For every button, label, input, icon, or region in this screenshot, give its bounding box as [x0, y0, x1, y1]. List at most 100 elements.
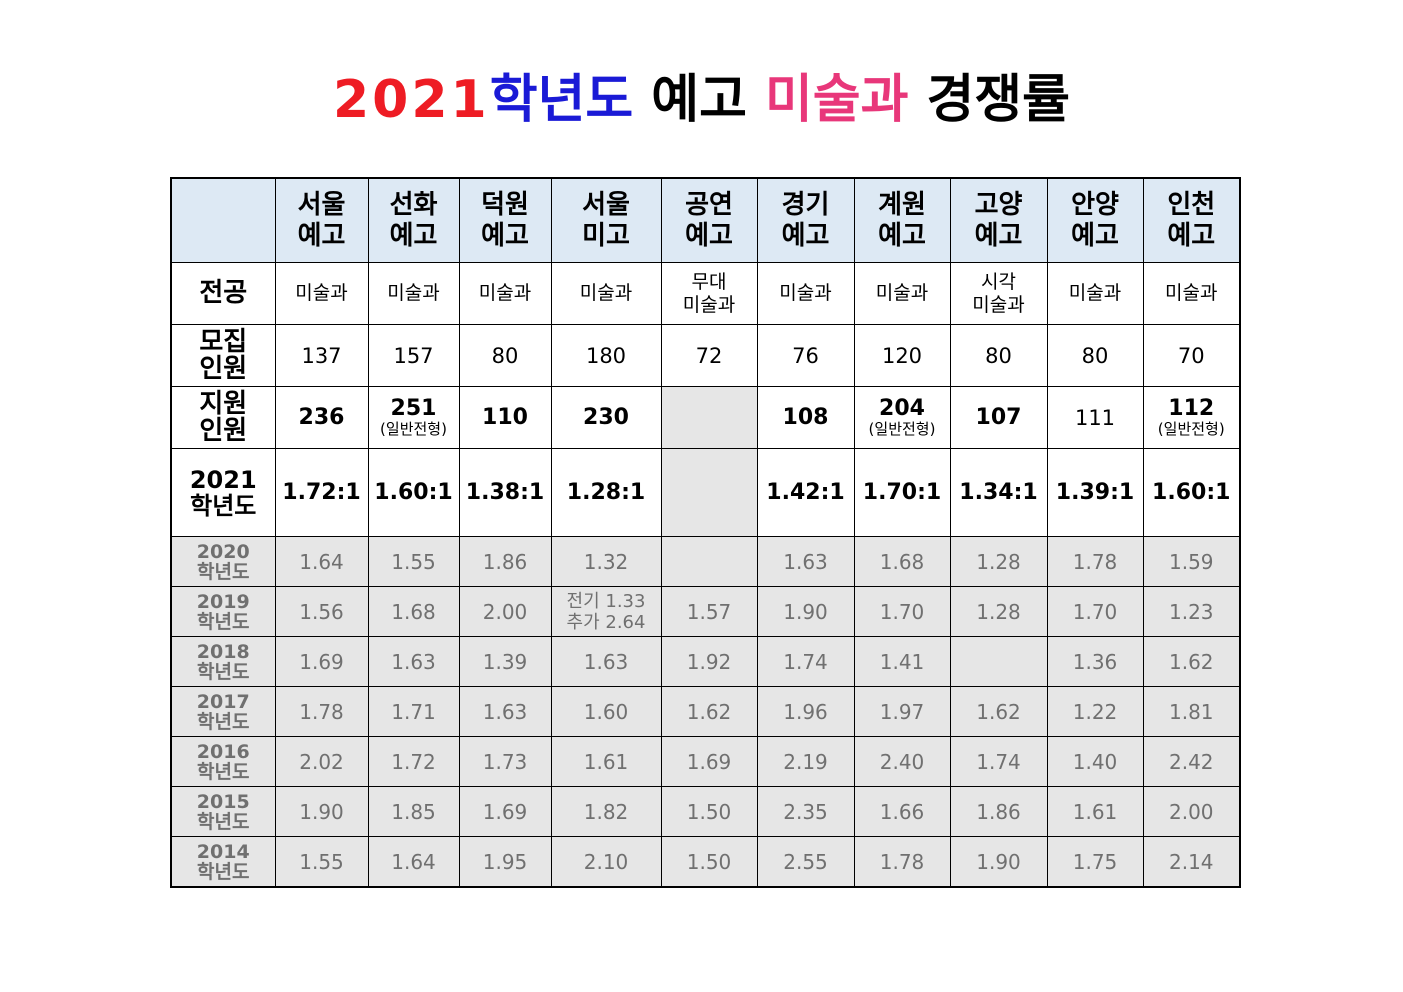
past-year-label: 2017 학년도 — [170, 686, 276, 737]
past-rate-cell: 1.63 — [367, 636, 460, 687]
past-rate-cell: 1.70 — [1046, 586, 1144, 637]
past-rate-cell: 1.50 — [660, 786, 758, 837]
school-name-line2: 예고 — [781, 220, 830, 251]
row-label-recruit-line1: 모집 — [199, 326, 248, 357]
apply-count-cell: 251 (일반전형) — [367, 386, 460, 449]
past-year-row: 2015 학년도 1.90 1.85 1.69 1.82 1.50 2.35 1.66 1.86 1… — [170, 786, 1241, 837]
recruit-count-cell: 80 — [1046, 324, 1144, 387]
major-cell: 미술과 — [853, 262, 951, 325]
school-header-cell: 안양 예고 — [1046, 177, 1144, 263]
past-rate-cell: 1.32 — [550, 536, 662, 587]
row-label-apply-line1: 지원 — [199, 388, 248, 419]
rate-2021-cell: 1.60:1 — [1142, 448, 1241, 537]
school-header-cell: 고양 예고 — [949, 177, 1048, 263]
major-line1: 미술과 — [478, 282, 532, 304]
past-rate-line: 추가 2.64 — [566, 611, 646, 633]
major-line1: 무대 — [691, 270, 727, 293]
past-rate-cell: 1.66 — [853, 786, 951, 837]
past-rate-cell: 1.86 — [949, 786, 1048, 837]
rate-2021-cell: 1.42:1 — [756, 448, 855, 537]
major-line1: 시각 — [981, 270, 1016, 293]
past-year-label-suffix: 학년도 — [197, 560, 250, 583]
school-header-cell: 덕원 예고 — [458, 177, 552, 263]
title-grade: 학년도 — [489, 70, 634, 130]
past-rate-cell: 1.61 — [550, 736, 662, 787]
school-header-cell: 공연 예고 — [660, 177, 758, 263]
major-line1: 미술과 — [1165, 282, 1218, 304]
past-rate-cell: 1.57 — [660, 586, 758, 637]
past-rate-cell: 2.10 — [550, 836, 662, 888]
recruit-row: 모집 인원 137 157 80 180 72 76 120 80 80 70 — [170, 324, 1241, 387]
recruit-count-cell: 180 — [550, 324, 662, 387]
past-rate-cell: 1.62 — [949, 686, 1048, 737]
past-rate-cell: 2.19 — [756, 736, 855, 787]
major-line1: 미술과 — [579, 282, 633, 304]
apply-count-cell: 110 — [458, 386, 552, 449]
past-rate-cell: 1.64 — [367, 836, 460, 888]
school-name-line1: 안양 — [1071, 189, 1119, 220]
school-header-cell: 서울 미고 — [550, 177, 662, 263]
school-name-line2: 예고 — [878, 220, 926, 251]
past-rate-cell: 1.92 — [660, 636, 758, 687]
major-line1: 미술과 — [387, 282, 440, 304]
school-name-line1: 인천 — [1167, 189, 1216, 220]
past-rate-cell: 1.64 — [274, 536, 369, 587]
past-rate-cell: 1.36 — [1046, 636, 1144, 687]
past-rate-cell: 1.90 — [949, 836, 1048, 888]
past-rate-cell: 1.68 — [853, 536, 951, 587]
apply-count-note: (일반전형) — [868, 419, 936, 438]
past-rate-cell: 1.71 — [367, 686, 460, 737]
apply-count-note: (일반전형) — [380, 419, 447, 438]
row-label-recruit: 모집 인원 — [170, 324, 276, 387]
past-rate-cell: 1.95 — [458, 836, 552, 888]
past-rate-cell: 1.97 — [853, 686, 951, 737]
major-line1: 미술과 — [295, 282, 348, 304]
competition-rate-table: 서울 예고 선화 예고 덕원 예고 서울 미고 공연 예고 경기 예고 계원 예고 고양 예고 안양 예고 인천 예고… — [170, 177, 1241, 888]
major-cell: 미술과 — [458, 262, 552, 325]
major-line1: 미술과 — [875, 282, 929, 304]
past-rate-cell: 2.42 — [1142, 736, 1241, 787]
past-rate-cell — [949, 636, 1048, 687]
school-name-line2: 예고 — [685, 220, 733, 251]
school-header-cell: 서울 예고 — [274, 177, 369, 263]
past-rate-cell: 1.63 — [550, 636, 662, 687]
past-rate-cell: 2.40 — [853, 736, 951, 787]
past-rate-cell: 1.70 — [853, 586, 951, 637]
past-rate-cell: 1.72 — [367, 736, 460, 787]
row-label-apply-line2: 인원 — [199, 415, 248, 446]
past-year-label-year: 2016 — [196, 740, 250, 763]
row-label-2021-line1: 2021 — [189, 465, 257, 494]
past-rate-cell: 1.69 — [660, 736, 758, 787]
past-rate-cell: 1.60 — [550, 686, 662, 737]
past-rate-cell: 2.35 — [756, 786, 855, 837]
past-rate-cell: 1.61 — [1046, 786, 1144, 837]
past-year-label: 2020 학년도 — [170, 536, 276, 587]
apply-count-value: 110 — [482, 404, 528, 430]
past-rate-cell: 1.86 — [458, 536, 552, 587]
row-label-recruit-line2: 인원 — [199, 353, 248, 384]
apply-count-cell: 204 (일반전형) — [853, 386, 951, 449]
past-rate-cell: 1.96 — [756, 686, 855, 737]
rate-2021-cell: 1.60:1 — [367, 448, 460, 537]
past-rate-line: 전기 1.33 — [566, 590, 646, 612]
past-rate-cell: 1.55 — [274, 836, 369, 888]
school-name-line1: 덕원 — [481, 189, 529, 220]
past-year-label: 2014 학년도 — [170, 836, 276, 888]
recruit-count-cell: 72 — [660, 324, 758, 387]
past-rate-cell: 전기 1.33 추가 2.64 — [550, 586, 662, 637]
major-cell: 미술과 — [756, 262, 855, 325]
major-line2: 미술과 — [682, 293, 736, 316]
apply-count-cell: 111 — [1046, 386, 1144, 449]
past-year-label-year: 2017 — [196, 690, 250, 713]
past-rate-cell: 1.73 — [458, 736, 552, 787]
past-rate-cell: 1.75 — [1046, 836, 1144, 888]
school-header-cell: 인천 예고 — [1142, 177, 1241, 263]
past-rate-cell: 1.22 — [1046, 686, 1144, 737]
past-year-label-year: 2018 — [196, 640, 250, 663]
past-rate-cell: 1.63 — [458, 686, 552, 737]
past-rate-cell: 1.78 — [1046, 536, 1144, 587]
past-year-label-year: 2014 — [196, 840, 250, 863]
past-rate-cell: 1.40 — [1046, 736, 1144, 787]
past-rate-cell: 1.82 — [550, 786, 662, 837]
apply-count-value: 107 — [975, 404, 1022, 430]
